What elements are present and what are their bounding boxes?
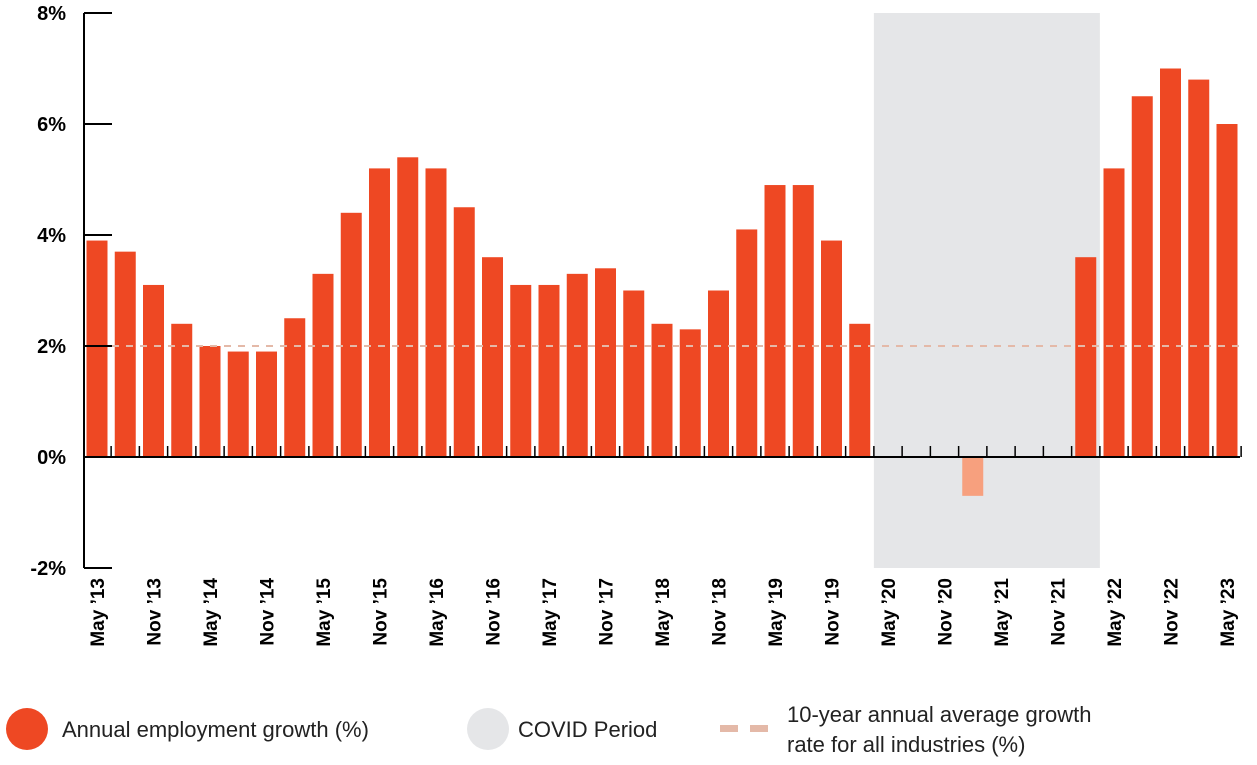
bar [538, 284, 560, 457]
legend-swatch-average-dash-1 [720, 725, 738, 732]
y-tick-label: -2% [30, 558, 66, 580]
bar [736, 229, 758, 457]
x-tick-label: Nov ’14 [258, 578, 279, 646]
x-tick-label: May ’18 [653, 578, 674, 647]
bar [1075, 257, 1097, 457]
x-tick-label: May ’13 [88, 578, 109, 647]
bar [1216, 124, 1238, 457]
bar [256, 351, 277, 457]
x-tick-label: Nov ’13 [145, 578, 166, 646]
x-tick-label: Nov ’18 [710, 578, 731, 646]
y-tick-label: 6% [37, 114, 66, 136]
bar [792, 185, 814, 458]
x-tick-label: May ’14 [201, 578, 222, 647]
bar [340, 212, 362, 457]
x-tick-label: Nov ’20 [936, 578, 957, 646]
bar [425, 168, 447, 457]
x-tick-label: May ’17 [540, 578, 561, 647]
bar [1188, 79, 1210, 457]
bar [453, 207, 475, 457]
bar [764, 185, 786, 458]
x-tick-label: Nov ’19 [823, 578, 844, 646]
x-tick-label: May ’21 [992, 578, 1013, 647]
legend-label-average-line1: 10-year annual average growth [787, 702, 1092, 727]
y-tick-label: 0% [37, 447, 66, 469]
bar [623, 290, 645, 457]
bar [114, 251, 136, 457]
bar [1160, 68, 1181, 457]
bar [284, 318, 306, 457]
x-tick-label: May ’23 [1218, 578, 1239, 647]
x-tick-label: May ’19 [766, 578, 787, 647]
x-tick-label: May ’15 [314, 578, 335, 647]
bar [482, 257, 503, 457]
x-tick-label: Nov ’22 [1162, 578, 1183, 646]
bar [651, 323, 673, 457]
bar [849, 323, 871, 457]
x-tick-label: May ’22 [1105, 578, 1126, 647]
x-tick-label: Nov ’15 [371, 578, 392, 646]
bar [143, 284, 164, 457]
covid-period-region [873, 13, 1100, 568]
bar [312, 273, 334, 457]
bar [171, 323, 193, 457]
bar [86, 240, 108, 457]
legend-label-growth: Annual employment growth (%) [62, 717, 369, 742]
x-tick-label: May ’20 [879, 578, 900, 647]
bar [708, 290, 729, 457]
bar [821, 240, 842, 457]
bar [679, 329, 701, 457]
bar [566, 273, 588, 457]
x-tick-label: Nov ’16 [484, 578, 505, 646]
bar [369, 168, 390, 457]
bar [199, 346, 221, 457]
bar [510, 284, 532, 457]
bar [1131, 96, 1153, 457]
y-tick-label: 8% [37, 3, 66, 25]
x-tick-label: Nov ’21 [1049, 578, 1070, 646]
y-tick-label: 2% [37, 336, 66, 358]
legend-swatch-covid [467, 708, 509, 750]
bar [397, 157, 419, 458]
y-tick-label: 4% [37, 225, 66, 247]
bar [227, 351, 249, 457]
x-tick-label: May ’16 [427, 578, 448, 647]
bar [962, 457, 984, 496]
legend-swatch-average-dash-2 [750, 725, 768, 732]
legend-label-average-line2: rate for all industries (%) [787, 732, 1025, 757]
x-tick-label: Nov ’17 [597, 578, 618, 646]
bar [595, 268, 616, 457]
legend-swatch-growth [6, 708, 48, 750]
legend: Annual employment growth (%) COVID Perio… [6, 702, 1092, 757]
bar [1103, 168, 1125, 457]
legend-label-covid: COVID Period [518, 717, 657, 742]
